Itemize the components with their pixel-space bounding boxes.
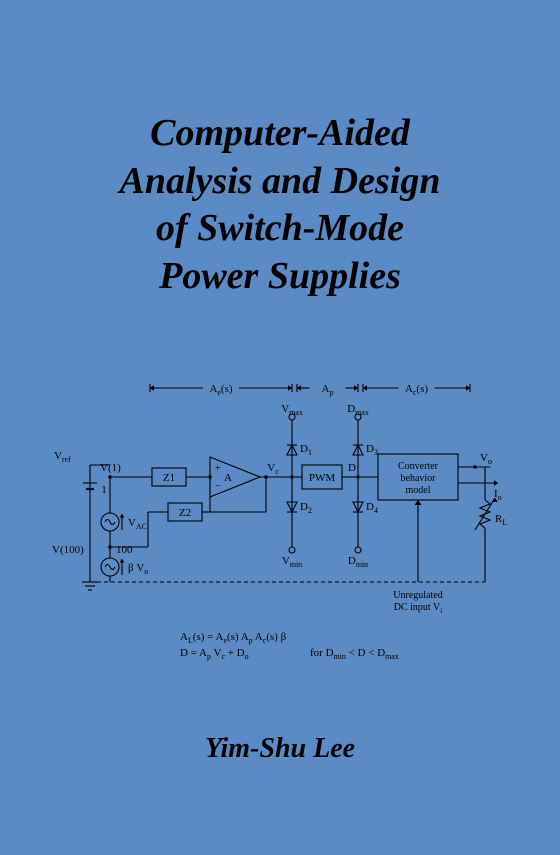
svg-text:100: 100: [116, 544, 133, 556]
svg-text:D: D: [348, 462, 356, 474]
svg-text:Unregulated: Unregulated: [393, 590, 442, 601]
title-line: Analysis and Design: [0, 158, 560, 206]
svg-text:β Vo: β Vo: [128, 562, 148, 576]
book-title: Computer-AidedAnalysis and Designof Swit…: [0, 110, 560, 300]
svg-text:Z1: Z1: [163, 472, 175, 484]
svg-text:Z2: Z2: [179, 507, 191, 519]
svg-text:D3: D3: [366, 443, 378, 457]
svg-text:DC input Vi: DC input Vi: [394, 602, 443, 615]
svg-text:Ae(s): Ae(s): [209, 383, 232, 397]
svg-text:Ac(s): Ac(s): [405, 383, 428, 397]
svg-text:D2: D2: [300, 501, 312, 515]
svg-text:Vref: Vref: [54, 450, 71, 464]
svg-text:Ap: Ap: [322, 383, 334, 397]
svg-text:1: 1: [101, 484, 107, 496]
svg-text:Converter: Converter: [398, 461, 439, 472]
svg-text:Dmin: Dmin: [348, 555, 368, 569]
circuit-diagram: Ae(s) Ap Ac(s) Vref 1 V(1) VAC 100 V(100) β Vo Z1 Z…: [50, 372, 510, 687]
svg-text:AL(s) = Ae(s) Ap Ac(s) β: AL(s) = Ae(s) Ap Ac(s) β: [180, 631, 287, 645]
svg-text:−: −: [215, 481, 221, 492]
svg-text:A: A: [224, 472, 232, 484]
svg-text:Vmin: Vmin: [282, 555, 302, 569]
title-line: Power Supplies: [0, 253, 560, 301]
svg-text:model: model: [406, 485, 431, 496]
author-name: Yim-Shu Lee: [0, 733, 560, 765]
svg-text:behavior: behavior: [401, 473, 437, 484]
svg-text:D1: D1: [300, 443, 312, 457]
title-line: Computer-Aided: [0, 110, 560, 158]
svg-text:V(1): V(1): [100, 462, 121, 474]
svg-text:Vo: Vo: [480, 452, 492, 466]
svg-text:D4: D4: [366, 501, 378, 515]
svg-text:V(100): V(100): [52, 544, 84, 556]
svg-text:VAC: VAC: [128, 517, 147, 531]
title-line: of Switch-Mode: [0, 205, 560, 253]
svg-text:Vc: Vc: [267, 462, 279, 476]
svg-text:D = Ap Vc + Do: D = Ap Vc + Do: [180, 647, 249, 661]
svg-text:RL: RL: [495, 513, 507, 527]
svg-text:+: +: [215, 463, 221, 474]
svg-text:PWM: PWM: [309, 472, 336, 484]
svg-text:for Dmin < D < Dmax: for Dmin < D < Dmax: [310, 647, 399, 661]
